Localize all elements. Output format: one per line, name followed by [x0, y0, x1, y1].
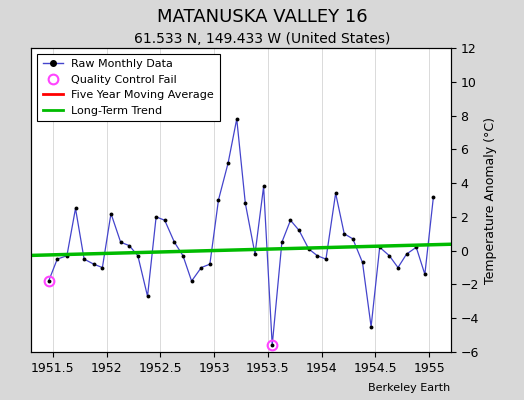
Text: MATANUSKA VALLEY 16: MATANUSKA VALLEY 16 [157, 8, 367, 26]
Y-axis label: Temperature Anomaly (°C): Temperature Anomaly (°C) [484, 116, 497, 284]
Text: Berkeley Earth: Berkeley Earth [368, 382, 451, 392]
Text: 61.533 N, 149.433 W (United States): 61.533 N, 149.433 W (United States) [134, 32, 390, 46]
Legend: Raw Monthly Data, Quality Control Fail, Five Year Moving Average, Long-Term Tren: Raw Monthly Data, Quality Control Fail, … [37, 54, 220, 121]
